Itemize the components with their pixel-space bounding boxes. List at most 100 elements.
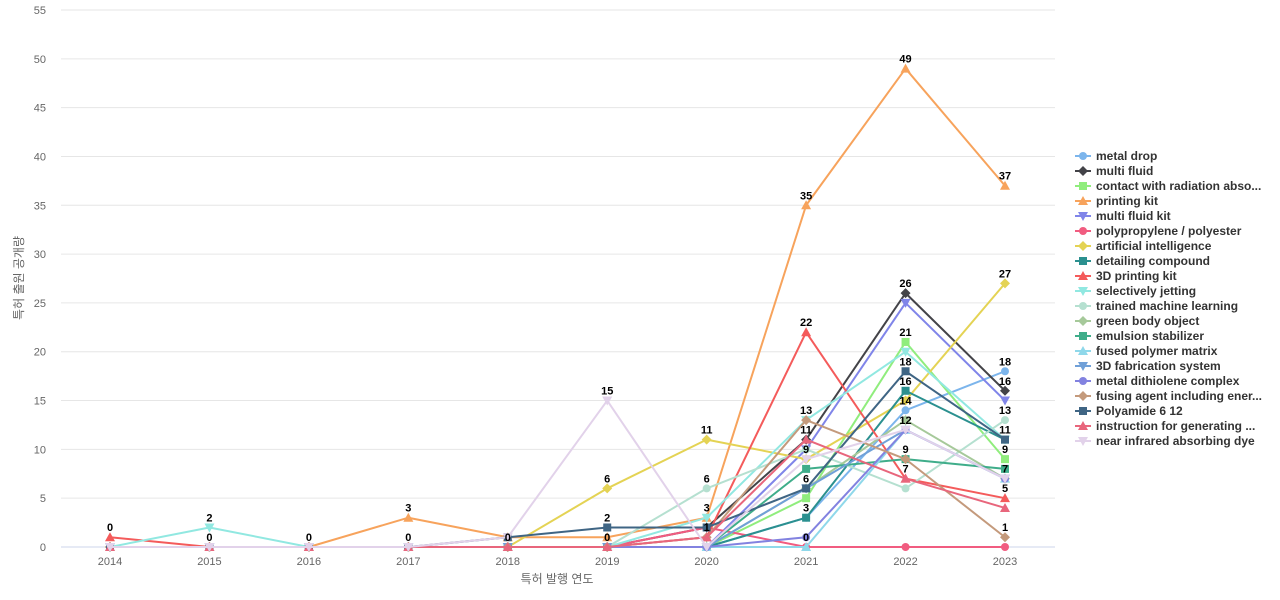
data-point [900,415,911,426]
data-label: 26 [899,278,911,290]
data-label: 18 [999,356,1011,368]
data-point [701,543,712,552]
legend-item[interactable]: instruction for generating ... [1075,419,1255,433]
data-label: 37 [999,171,1011,183]
data-point [204,523,215,533]
legend-label: detailing compound [1096,254,1210,268]
data-label: 14 [899,395,912,407]
data-point [801,327,812,337]
data-point [1000,502,1010,512]
legend-label: emulsion stabilizer [1096,329,1204,343]
data-label: 3 [704,503,710,515]
legend-marker [1078,346,1088,355]
data-point [802,494,811,503]
legend-item[interactable]: fusing agent including ener... [1075,389,1262,403]
data-label: 49 [899,54,911,66]
data-label: 0 [405,532,411,544]
legend-item[interactable]: selectively jetting [1075,284,1196,298]
legend-item[interactable]: fused polymer matrix [1075,344,1218,358]
data-point [1001,543,1009,551]
data-label: 0 [206,532,212,544]
y-tick-label: 55 [34,5,46,17]
legend-item[interactable]: near infrared absorbing dye [1075,434,1255,448]
data-labels: 020 030 0156201163135221311963049262118161… [107,54,1011,544]
legend-item[interactable]: artificial intelligence [1075,239,1212,253]
legend-marker [1078,212,1088,221]
data-point [901,367,910,376]
series-17 [106,367,1009,551]
legend-item[interactable]: multi fluid [1075,164,1153,178]
data-point [801,455,812,465]
data-point [801,200,812,210]
data-label: 21 [899,327,911,339]
series-line [110,399,1006,548]
legend-item[interactable]: trained machine learning [1075,299,1238,313]
data-label: 12 [899,415,911,427]
grid [61,9,1055,548]
legend-item[interactable]: 3D fabrication system [1075,359,1221,373]
legend-label: green body object [1096,314,1199,328]
legend-marker [1079,227,1087,235]
legend-label: multi fluid kit [1096,209,1171,223]
data-point [1001,435,1009,444]
data-label: 18 [899,356,911,368]
data-label: 27 [999,268,1011,280]
legend-label: fusing agent including ener... [1096,389,1262,403]
legend-label: instruction for generating ... [1096,419,1255,433]
data-point [801,415,812,426]
legend-item[interactable]: detailing compound [1075,254,1210,268]
data-label: 9 [902,444,908,456]
data-point [204,543,215,552]
data-label: 11 [701,425,713,437]
legend-item[interactable]: multi fluid kit [1075,209,1171,223]
series-10 [106,416,1009,551]
legend-label: multi fluid [1096,164,1153,178]
legend-label: 3D fabrication system [1096,359,1221,373]
data-label: 1 [1002,522,1008,534]
legend-marker [1079,302,1087,310]
data-label: 0 [803,532,809,544]
series-line [110,282,1006,548]
data-label: 13 [800,405,812,417]
data-label: 0 [306,532,312,544]
data-point [901,406,910,415]
legend-label: polypropylene / polyester [1096,224,1242,238]
legend-item[interactable]: contact with radiation abso... [1075,179,1261,193]
data-point [1001,416,1009,425]
x-tick-label: 2020 [694,556,718,568]
legend-label: selectively jetting [1096,284,1196,298]
data-point [1000,180,1010,190]
y-tick-label: 0 [40,542,46,554]
data-point [802,484,811,493]
data-label: 16 [999,376,1011,388]
legend-label: trained machine learning [1096,299,1238,313]
legend-item[interactable]: metal dithiolene complex [1075,374,1240,388]
data-point [802,464,811,473]
legend-marker [1078,421,1088,430]
data-label: 2 [604,512,610,524]
y-axis-title: 특허 출원 공개량 [12,236,26,320]
legend-label: Polyamide 6 12 [1096,404,1183,418]
legend-marker [1078,437,1088,446]
legend-item[interactable]: printing kit [1075,194,1158,208]
legend-marker [1079,257,1087,265]
data-label: 3 [405,503,411,515]
data-label: 0 [107,522,113,534]
data-point [900,63,911,73]
y-tick-label: 35 [34,200,46,212]
legend-item[interactable]: green body object [1075,314,1199,328]
legend-item[interactable]: polypropylene / polyester [1075,224,1242,238]
legend-item[interactable]: metal drop [1075,149,1157,163]
data-label: 6 [803,473,809,485]
legend-marker [1079,152,1087,160]
data-point [801,542,812,551]
data-point [1000,278,1010,289]
series-0 [106,367,1009,551]
data-point [701,434,712,445]
y-tick-label: 20 [34,347,46,359]
y-tick-label: 10 [34,444,46,456]
legend-item[interactable]: 3D printing kit [1075,269,1177,283]
legend-item[interactable]: Polyamide 6 12 [1075,404,1183,418]
legend-item[interactable]: emulsion stabilizer [1075,329,1204,343]
